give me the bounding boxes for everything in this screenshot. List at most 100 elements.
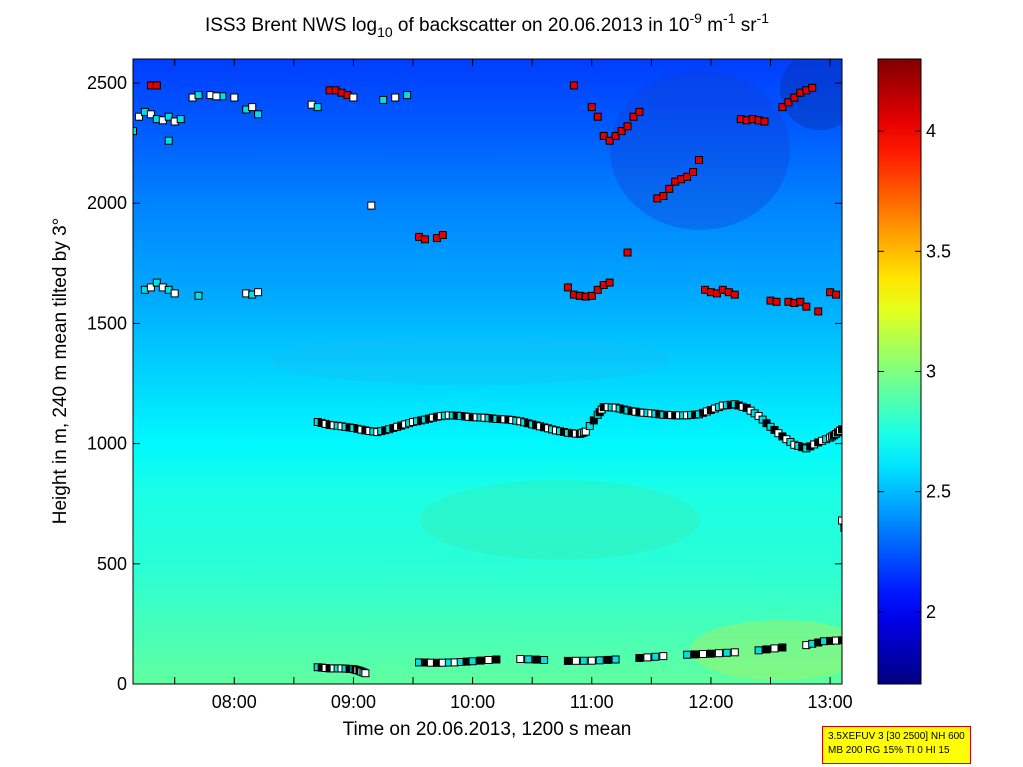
info-line-2: MB 200 RG 15% TI 0 HI 15: [828, 745, 950, 756]
marker-s2-31: [367, 201, 376, 210]
title-subscript: 10: [377, 24, 393, 40]
aerosol-layer-markers: [133, 81, 842, 678]
marker-s0-18-fill2: [699, 650, 707, 658]
title-superscript-2: -1: [723, 10, 736, 26]
x-tick-label-2: 10:00: [450, 692, 495, 712]
marker-s0-13-fill2: [579, 656, 588, 665]
marker-s0-13: [563, 656, 572, 665]
marker-s2-99: [838, 516, 842, 525]
marker-s0-16-fill2: [651, 652, 660, 661]
marker-s2-38: [194, 291, 203, 300]
marker-s0-5: [361, 669, 370, 678]
marker-s2-92: [784, 98, 793, 107]
marker-s0-10: [492, 655, 501, 664]
marker-s2-67: [665, 184, 674, 193]
x-tick-label-1: 09:00: [331, 692, 376, 712]
title-unit-2: sr: [735, 15, 757, 36]
marker-s0-9-fill2: [484, 656, 493, 664]
marker-s2-28: [379, 95, 388, 104]
backscatter-field: [133, 59, 842, 684]
chart-title: ISS3 Brent NWS log10 of backscatter on 2…: [205, 10, 769, 40]
marker-s0-12: [540, 656, 549, 664]
title-superscript-3: -1: [757, 10, 770, 26]
marker-s0-18: [683, 650, 692, 659]
marker-s2-34: [152, 278, 161, 287]
marker-s2-10: [194, 91, 203, 100]
x-tick-label-0: 08:00: [212, 692, 257, 712]
y-tick-label-5: 2500: [87, 73, 127, 93]
marker-s2-30: [403, 91, 412, 100]
marker-s2-60: [611, 131, 620, 140]
marker-s2-13: [230, 93, 239, 102]
marker-s2-96: [808, 83, 817, 92]
marker-s0-9: [468, 657, 477, 666]
marker-s2-27: [349, 93, 358, 102]
parameter-info-box: 3.5XEFUV 3 [30 2500] NH 600 MB 200 RG 15…: [822, 726, 971, 764]
field-texture: [270, 59, 842, 680]
marker-s2-58: [599, 131, 608, 140]
colorbar-tick-label-2: 3: [926, 362, 936, 382]
colorbar-tick-label-3: 3.5: [926, 241, 951, 261]
marker-s2-70: [683, 172, 692, 181]
x-tick-label-4: 12:00: [688, 692, 733, 712]
marker-s0-14-fill1: [595, 656, 604, 665]
marker-s2-71: [689, 168, 698, 176]
marker-s0-19: [706, 649, 715, 658]
marker-s2-72: [695, 156, 703, 164]
marker-s2-6: [164, 112, 173, 121]
y-tick-label-1: 500: [97, 554, 127, 574]
marker-s2-3: [146, 110, 155, 119]
marker-s2-89: [802, 302, 811, 311]
marker-s2-46: [563, 283, 572, 292]
marker-s0-19-fill1: [714, 649, 723, 658]
info-line-1: 3.5XEFUV 3 [30 2500] NH 600: [828, 731, 965, 742]
marker-s0-14: [587, 656, 596, 665]
plot-frame: [132, 58, 843, 685]
y-axis-ticks: 0 500 1000 1500 2000 2500: [87, 73, 842, 694]
y-axis-label: Height in m, 240 m mean tilted by 3°: [50, 218, 71, 524]
marker-s2-57: [593, 112, 602, 121]
marker-s2-100: [840, 523, 842, 532]
x-axis-label: Time on 20.06.2013, 1200 s mean: [343, 719, 632, 740]
marker-s2-88: [796, 297, 805, 306]
marker-s0-21-fill2: [770, 644, 779, 653]
title-prefix: ISS3 Brent NWS log: [205, 15, 377, 36]
field-patch-mid: [270, 335, 670, 385]
marker-s2-15: [248, 103, 257, 112]
marker-s2-29: [391, 93, 400, 102]
marker-s2-0: [133, 127, 137, 136]
marker-s2-56: [587, 103, 596, 112]
marker-s2-20: [164, 136, 173, 145]
colorbar-tick-label-1: 2.5: [926, 482, 951, 502]
marker-s0-9-fill1: [476, 656, 485, 665]
title-unit-1: m: [702, 15, 723, 36]
marker-s2-85: [772, 297, 781, 306]
marker-s2-50: [587, 291, 596, 300]
marker-s0-25: [838, 636, 842, 645]
title-middle: of backscatter on 20.06.2013 in 10: [393, 15, 690, 36]
title-superscript-1: -9: [689, 10, 702, 26]
marker-s2-37: [170, 289, 179, 298]
marker-s0-14-fill2: [603, 655, 612, 664]
marker-s2-78: [730, 290, 739, 299]
marker-s0-20: [730, 648, 739, 657]
x-tick-label-3: 11:00: [570, 692, 614, 712]
x-axis-ticks: 08:00 09:00 10:00 11:00 12:00 13:00: [174, 59, 853, 712]
marker-s2-55: [569, 81, 578, 90]
marker-s0-13-fill1: [571, 656, 580, 665]
colorbar-tick-label-4: 4: [926, 121, 936, 141]
marker-s2-43: [420, 235, 429, 244]
marker-s2-8: [176, 115, 185, 124]
marker-s2-1: [135, 112, 143, 121]
marker-s2-22: [313, 103, 322, 112]
marker-s2-64: [635, 107, 644, 116]
marker-s0-11-fill1: [524, 655, 533, 664]
marker-s2-16: [254, 110, 263, 119]
field-patch-darkest: [780, 59, 842, 130]
marker-s0-18-fill1: [691, 650, 699, 659]
marker-s2-19: [152, 81, 161, 90]
marker-s2-45: [438, 231, 447, 239]
y-tick-label-4: 2000: [87, 193, 127, 213]
marker-s0-19-fill2: [722, 648, 731, 657]
